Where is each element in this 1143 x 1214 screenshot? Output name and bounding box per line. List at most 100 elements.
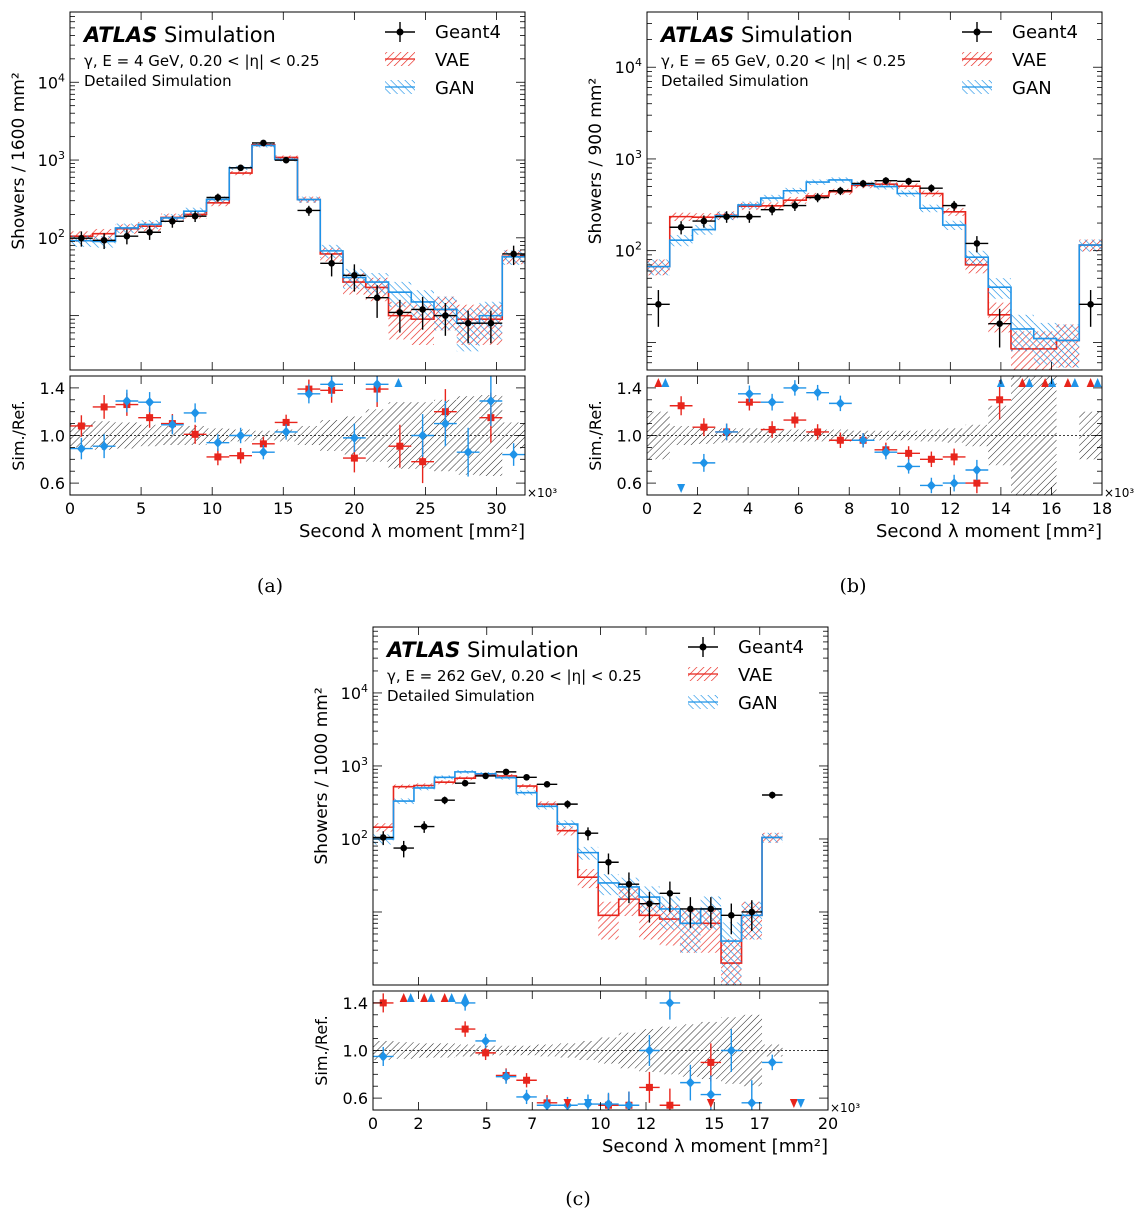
geant4-marker	[237, 164, 244, 172]
main-panel: 102 103 104 Showers / 1600 mm² ATLAS Simulat…	[9, 11, 526, 371]
ratio-panel: 0.6 1.0 1.4 0 5 10 15 20 25 30 Sim./Ref. ×10³ Second…	[9, 375, 557, 542]
main-plot-area	[373, 768, 783, 985]
x-tick-label: 15	[704, 1114, 724, 1133]
main-y-ticks	[70, 11, 525, 371]
geant4-marker	[905, 178, 912, 185]
main-panel: 102 103 104 Showers / 1000 mm² ATLAS Simulat…	[312, 626, 829, 986]
geant4-marker	[78, 234, 85, 242]
x-axis-label: Second λ moment [mm²]	[299, 521, 525, 542]
vae-ratio-marker	[905, 449, 913, 457]
geant4-marker	[461, 779, 469, 787]
ratio-uncertainty-band	[1033, 376, 1057, 495]
ratio-uncertainty-band	[874, 430, 898, 441]
vae-ratio-marker	[707, 1058, 715, 1066]
gan-ratio-marker	[726, 1045, 736, 1056]
caption-a: (a)	[256, 575, 284, 597]
gan-ratio-marker	[190, 407, 200, 418]
chart-panel-b: 102 103 104 Showers / 900 mm² ATLAS Simulati…	[577, 0, 1143, 560]
gan-ratio-marker	[76, 443, 86, 454]
geant4-marker	[837, 187, 844, 195]
y-tick-label: 103	[615, 148, 642, 169]
x-tick-label: 16	[1041, 499, 1061, 518]
gan-ratio-marker	[767, 1057, 777, 1068]
gan-ratio-marker	[99, 441, 109, 452]
geant4-marker	[748, 908, 756, 916]
geant4-marker	[859, 180, 867, 187]
x-scale-label: ×10³	[830, 1101, 860, 1115]
ratio-uncertainty-band	[669, 425, 693, 446]
gan-ratio-marker	[167, 419, 177, 430]
vae-overflow-arrow-up	[1018, 378, 1027, 387]
y-axis-label: Showers / 1000 mm²	[312, 687, 332, 864]
ratio-tick-label: 1.4	[617, 379, 642, 398]
geant4-marker	[442, 312, 449, 319]
atlas-label: ATLAS Simulation	[385, 638, 579, 662]
x-tick-label: 20	[818, 1114, 838, 1133]
gan-ratio-marker	[542, 1100, 552, 1110]
geant4-marker	[677, 223, 685, 231]
x-tick-label: 6	[794, 499, 804, 518]
geant4-marker	[510, 250, 517, 258]
subtitle-line-1: γ, E = 262 GeV, 0.20 < |η| < 0.25	[387, 667, 642, 685]
geant4-marker	[814, 194, 821, 201]
vae-ratio-marker	[419, 458, 427, 466]
legend: Geant4 VAE GAN	[962, 22, 1078, 99]
x-scale-label: ×10³	[527, 486, 557, 500]
vae-ratio-marker	[191, 430, 199, 438]
y-tick-label: 102	[341, 828, 368, 849]
ratio-uncertainty-band	[138, 424, 161, 447]
gan-ratio-marker	[790, 382, 800, 393]
gan-overflow-arrow-up	[406, 993, 415, 1002]
geant4-marker	[441, 796, 448, 804]
x-axis-label: Second λ moment [mm²]	[876, 521, 1102, 542]
geant4-marker	[419, 306, 426, 313]
gan-ratio-marker	[281, 426, 291, 437]
ratio-y-label: Sim./Ref.	[312, 1015, 331, 1085]
gan-ratio-marker	[624, 1100, 634, 1110]
gan-histogram	[70, 143, 525, 352]
y-tick-label: 104	[341, 682, 368, 703]
geant4-marker	[996, 320, 1003, 327]
geant4-points	[647, 177, 1102, 348]
x-tick-label: 7	[527, 1114, 537, 1133]
ratio-ticks	[69, 376, 525, 495]
gan-ratio-marker	[145, 397, 155, 408]
gan-ratio-marker	[747, 1097, 757, 1108]
geant4-marker	[169, 218, 176, 225]
ratio-tick-label: 0.6	[617, 474, 642, 493]
gan-uncertainty-bin	[1011, 314, 1034, 352]
gan-ratio-marker	[481, 1035, 491, 1046]
geant4-marker	[723, 213, 730, 220]
ratio-y-label: Sim./Ref.	[586, 400, 605, 470]
x-tick-label: 4	[743, 499, 753, 518]
geant4-marker	[605, 858, 612, 866]
vae-ratio-marker	[996, 396, 1004, 404]
geant4-marker	[400, 844, 408, 852]
gan-ratio-marker	[509, 449, 519, 460]
vae-ratio-marker	[700, 423, 708, 431]
geant4-marker	[191, 212, 199, 220]
x-tick-label: 12	[636, 1114, 656, 1133]
vae-ratio-marker	[282, 418, 290, 426]
main-plot-area	[647, 177, 1102, 370]
gan-uncertainty-bin	[1033, 322, 1057, 365]
gan-ratio-marker	[972, 465, 982, 476]
legend-vae-label: VAE	[1012, 50, 1047, 71]
x-tick-label: 10	[202, 499, 222, 518]
ratio-uncertainty-band	[502, 422, 525, 449]
geant4-marker	[1087, 301, 1094, 308]
vae-overflow-arrow-down	[706, 1099, 715, 1108]
gan-ratio-marker	[522, 1091, 532, 1102]
vae-ratio-marker	[350, 454, 358, 462]
geant4-marker	[396, 309, 404, 316]
ratio-uncertainty-band	[783, 429, 807, 442]
vae-ratio-marker	[100, 403, 108, 411]
geant4-marker	[950, 202, 958, 209]
ratio-uncertainty-band	[393, 1042, 414, 1059]
legend-vae-label: VAE	[435, 50, 470, 71]
legend-vae-label: VAE	[738, 665, 773, 686]
geant4-marker	[882, 177, 890, 184]
gan-ratio-marker	[644, 1045, 654, 1056]
gan-uncertainty-bin	[388, 281, 412, 308]
